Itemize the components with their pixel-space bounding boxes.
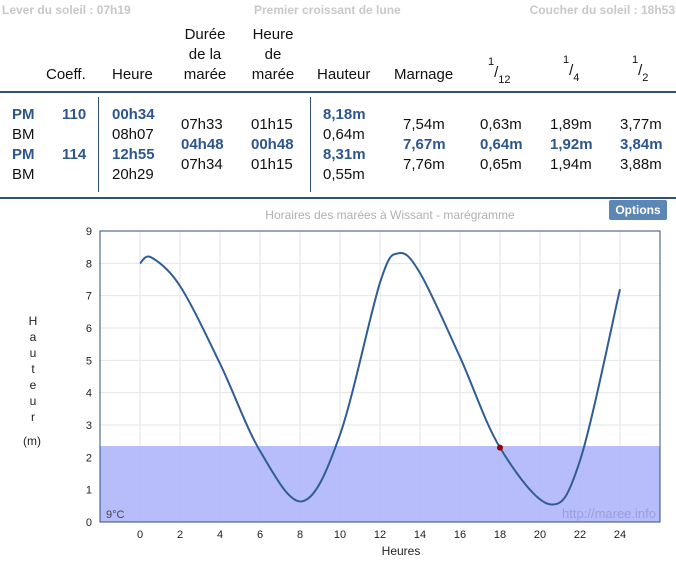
column-separator	[310, 97, 311, 192]
options-button[interactable]: Options	[609, 200, 667, 220]
watermark-label: http://maree.info	[562, 506, 656, 521]
x-tick-label: 6	[257, 529, 263, 541]
x-tick-label: 10	[334, 529, 346, 541]
header-heure-maree: Heure de marée	[251, 26, 295, 83]
sunrise-text: Lever du soleil : 07h19	[2, 3, 131, 17]
tide-curve	[139, 251, 621, 506]
x-tick-label: 8	[297, 529, 303, 541]
sun-moon-info-bar: Lever du soleil : 07h19 Premier croissan…	[0, 0, 676, 20]
header-hauteur: Hauteur	[317, 66, 371, 83]
y-tick-label: 1	[86, 485, 92, 497]
tide-twelfth: 0,64m	[480, 136, 523, 153]
header-duree: Durée de la marée	[183, 26, 227, 83]
tide-quarter: 1,92m	[550, 136, 593, 153]
x-axis-label: Heures	[382, 544, 421, 558]
x-tick-label: 12	[374, 529, 386, 541]
tide-hour-value: 00h48	[251, 136, 294, 153]
tide-coeff: 114	[62, 146, 87, 163]
moon-phase-text: Premier croissant de lune	[254, 3, 401, 17]
header-half: 1/2	[632, 54, 649, 84]
x-tick-label: 18	[494, 529, 506, 541]
tide-time: 08h07	[112, 126, 154, 143]
header-marnage: Marnage	[394, 66, 454, 83]
tide-height: 8,18m	[323, 106, 366, 123]
tide-height: 0,55m	[323, 166, 365, 183]
tide-range: 7,76m	[403, 156, 445, 173]
tide-half: 3,88m	[620, 156, 662, 173]
sunset-text: Coucher du soleil : 18h53	[529, 3, 675, 17]
tide-type: BM	[12, 166, 35, 183]
x-tick-label: 24	[614, 529, 626, 541]
x-tick-label: 20	[534, 529, 546, 541]
x-tick-label: 4	[217, 529, 223, 541]
tide-duration: 07h34	[181, 156, 223, 173]
tide-hour-value: 01h15	[251, 156, 293, 173]
header-twelfth: 1/12	[488, 56, 511, 86]
tide-quarter: 1,94m	[550, 156, 592, 173]
chart-title: Horaires des marées à Wissant - marégram…	[265, 208, 515, 222]
x-tick-label: 0	[137, 529, 143, 541]
table-bottom-divider	[0, 197, 676, 199]
y-tick-label: 8	[86, 258, 92, 270]
temperature-label: 9°C	[106, 509, 125, 521]
tide-type: PM	[12, 106, 35, 123]
x-tick-label: 14	[414, 529, 426, 541]
y-tick-label: 9	[86, 226, 92, 238]
tide-range: 7,54m	[403, 116, 445, 133]
y-tick-label: 6	[86, 323, 92, 335]
column-separator	[98, 97, 99, 192]
tide-range: 7,67m	[403, 136, 446, 153]
tide-time: 00h34	[112, 106, 155, 123]
tide-half: 3,77m	[620, 116, 662, 133]
tide-quarter: 1,89m	[550, 116, 592, 133]
tide-type: BM	[12, 126, 35, 143]
tide-duration: 07h33	[181, 116, 223, 133]
tide-coeff: 110	[62, 106, 87, 123]
y-tick-label: 2	[86, 452, 92, 464]
header-heure: Heure	[112, 66, 153, 83]
header-coeff: Coeff.	[46, 66, 86, 83]
tide-height: 0,64m	[323, 126, 365, 143]
tide-height: 8,31m	[323, 146, 366, 163]
plot-frame	[99, 230, 661, 523]
x-tick-label: 16	[454, 529, 466, 541]
shaded-band	[100, 446, 660, 522]
tide-time: 20h29	[112, 166, 154, 183]
y-tick-label: 3	[86, 420, 92, 432]
tide-half: 3,84m	[620, 136, 663, 153]
y-tick-label: 4	[86, 388, 92, 400]
tide-twelfth: 0,63m	[480, 116, 522, 133]
y-tick-label: 0	[86, 517, 92, 529]
y-axis-unit: (m)	[23, 434, 41, 448]
tide-twelfth: 0,65m	[480, 156, 522, 173]
tide-time: 12h55	[112, 146, 155, 163]
tide-type: PM	[12, 146, 35, 163]
header-quarter: 1/4	[563, 54, 580, 84]
x-tick-label: 22	[574, 529, 586, 541]
x-tick-label: 2	[177, 529, 183, 541]
tide-duration: 04h48	[181, 136, 224, 153]
y-tick-label: 5	[86, 355, 92, 367]
table-top-divider	[0, 91, 676, 93]
y-tick-label: 7	[86, 291, 92, 303]
tide-hour-value: 01h15	[251, 116, 293, 133]
current-time-marker	[497, 444, 503, 451]
